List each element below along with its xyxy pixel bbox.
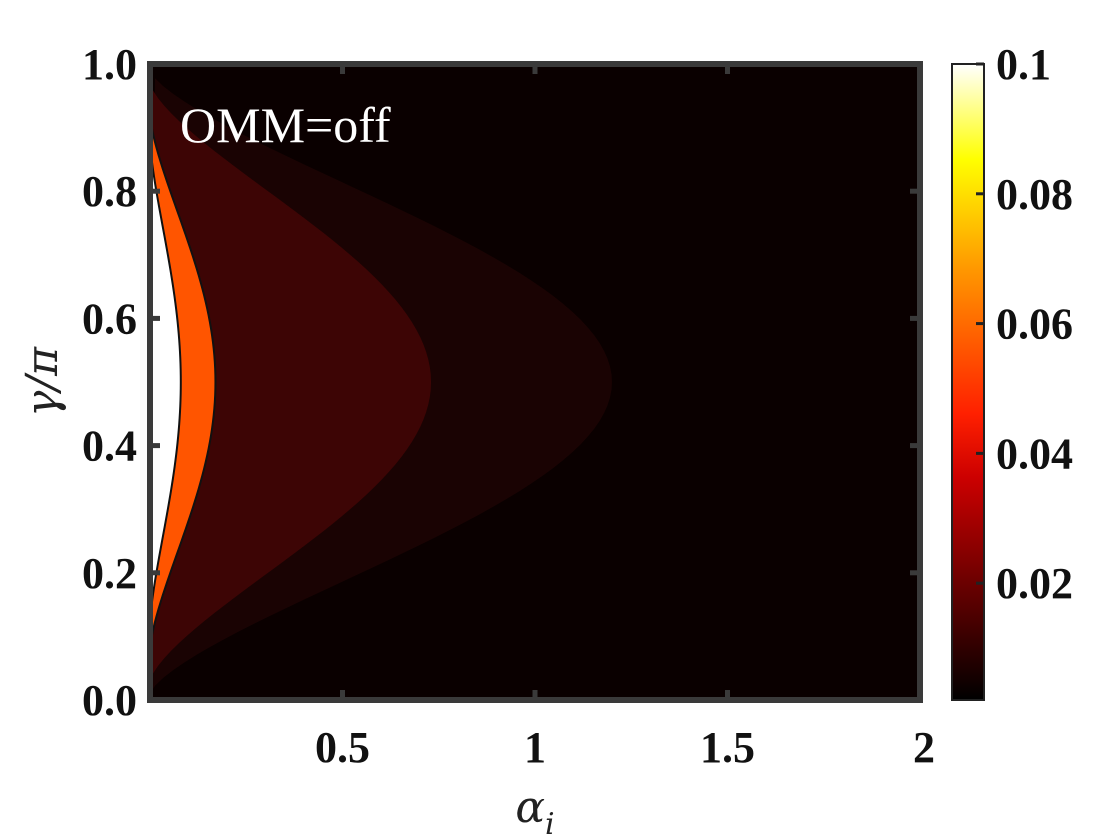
omm-annotation: OMM=off: [180, 97, 391, 153]
axis-ticks: 0.5 1 1.5 2 0.0 0.2 0.4 0.6 0.8 1.0: [82, 40, 935, 772]
y-tick-label: 0.4: [82, 422, 137, 471]
y-tick-label: 0.0: [82, 676, 137, 725]
colorbar-tick-label: 0.04: [996, 429, 1073, 478]
colorbar-tick-label: 0.06: [996, 300, 1073, 349]
x-label-main: α: [515, 782, 545, 833]
colorbar-tick-label: 0.08: [996, 170, 1073, 219]
y-tick-label: 0.2: [82, 549, 137, 598]
y-tick-label: 0.6: [82, 294, 137, 343]
x-tick-label: 0.5: [315, 723, 370, 772]
colorbar-tick-label: 0.02: [996, 559, 1073, 608]
x-label-subscript: i: [545, 807, 555, 840]
x-tick-label: 2: [913, 723, 935, 772]
contour-region-4: [150, 140, 182, 624]
y-axis-label: γ/π: [17, 346, 68, 417]
colorbar: [951, 63, 985, 701]
x-tick-label: 1.5: [700, 723, 755, 772]
x-axis-label: αi: [515, 782, 554, 840]
contour-region-2: [150, 83, 432, 681]
colorbar-ticks: 0.02 0.04 0.06 0.08 0.1: [976, 40, 1073, 608]
contour-regions: [150, 78, 612, 694]
y-tick-label: 1.0: [82, 40, 137, 89]
x-tick-label: 1: [524, 723, 546, 772]
y-tick-label: 0.8: [82, 167, 137, 216]
colorbar-tick-label: 0.1: [996, 40, 1051, 89]
